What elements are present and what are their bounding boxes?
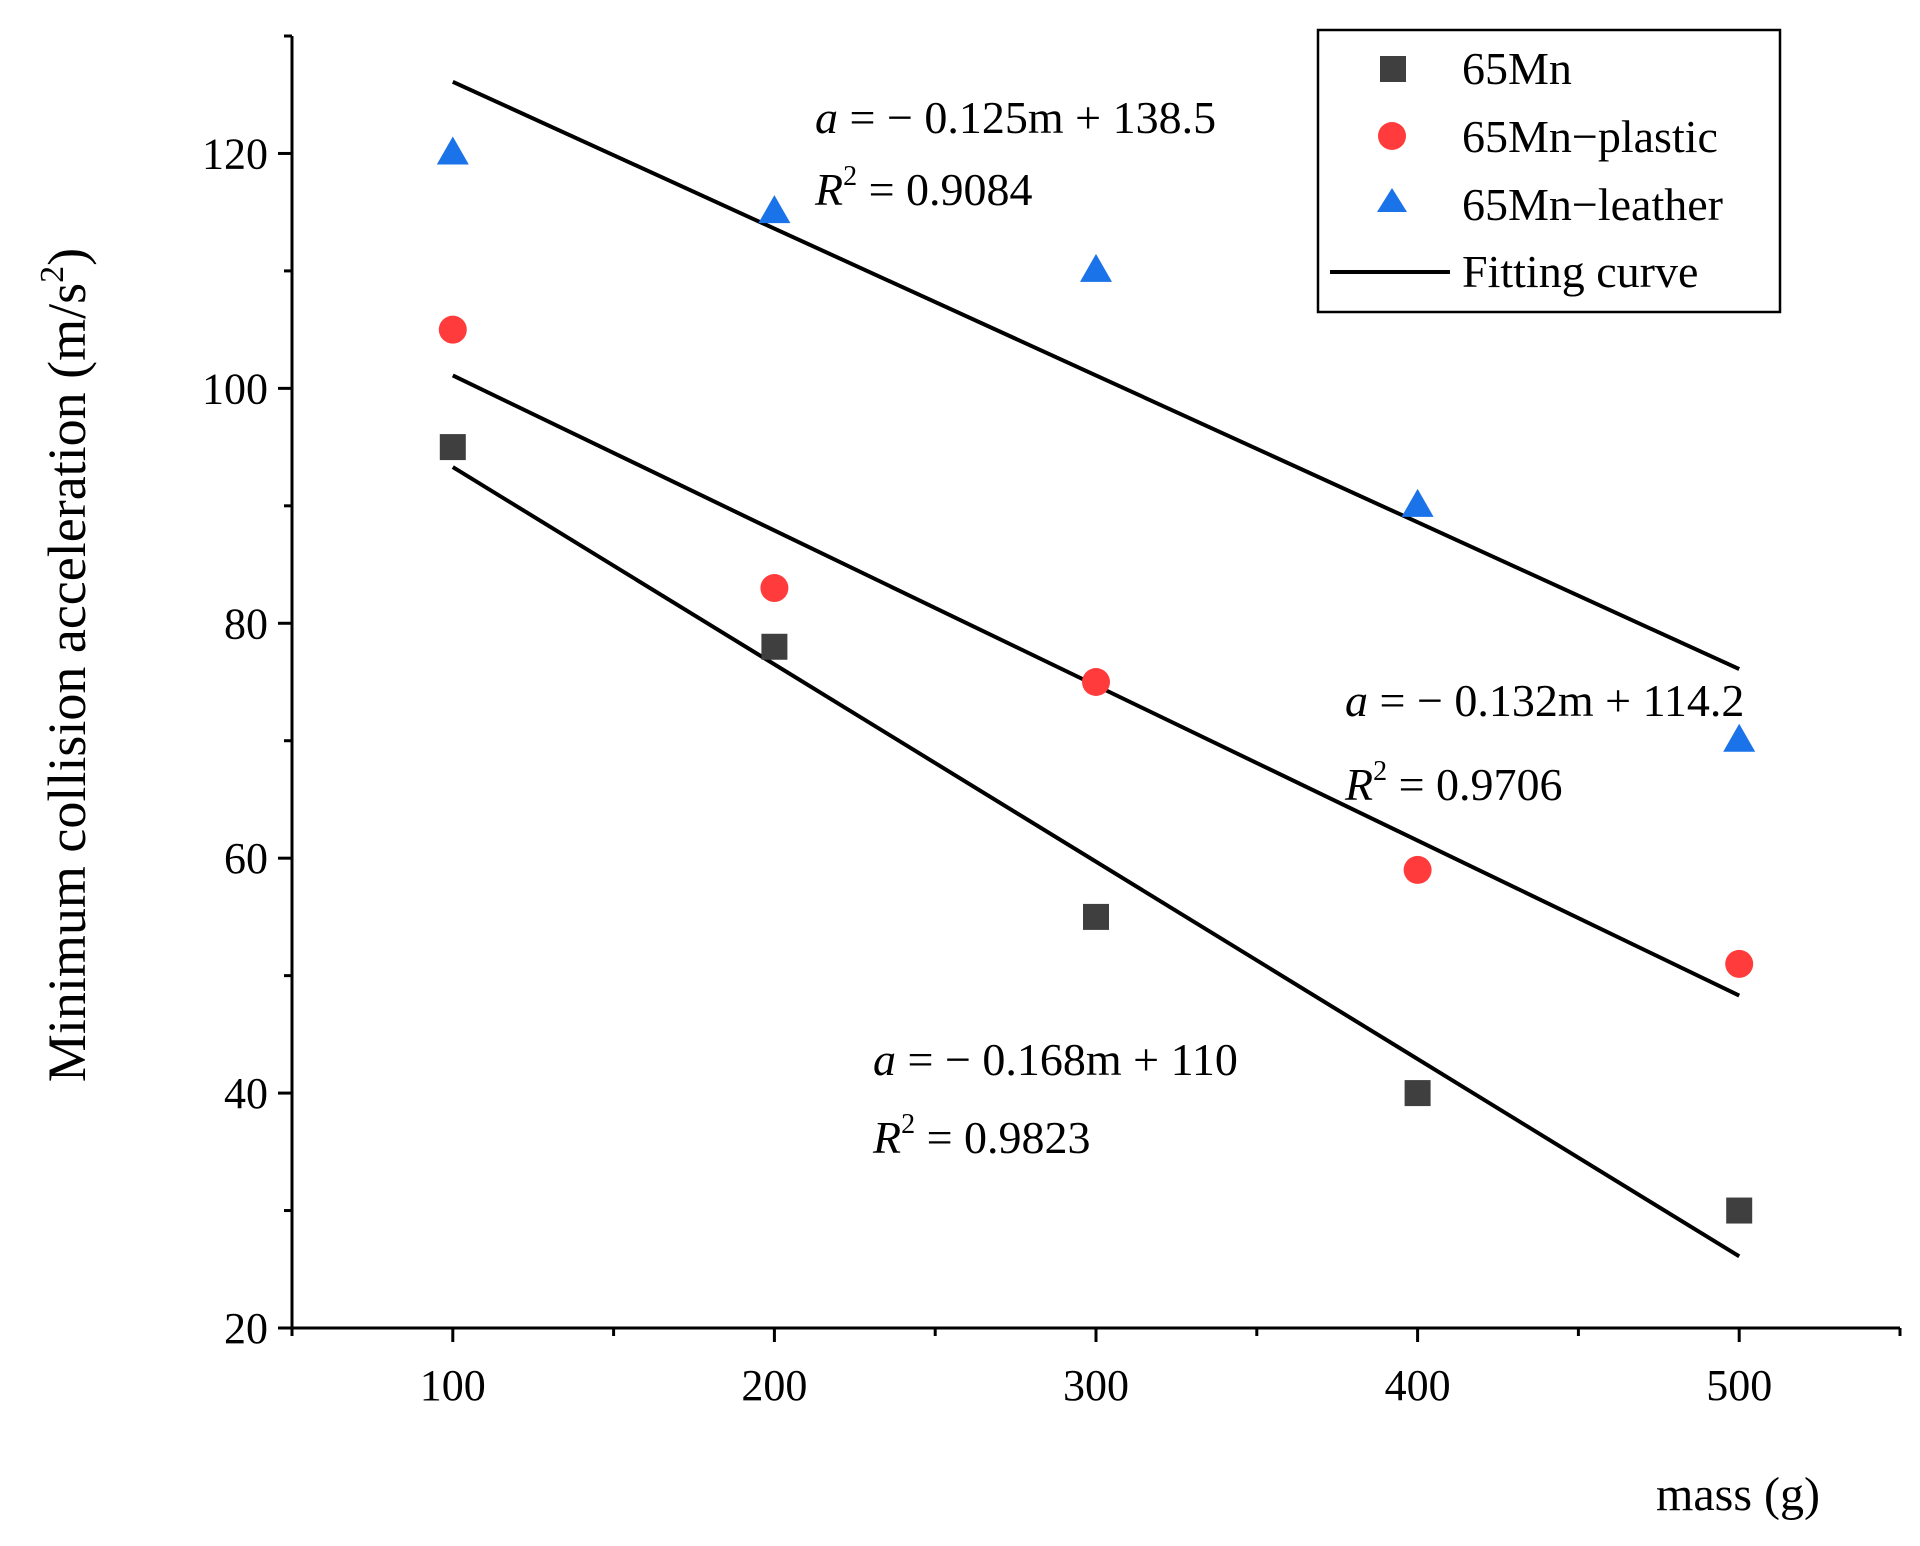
data-point-circle — [1725, 949, 1754, 978]
data-point-triangle — [1723, 723, 1756, 752]
y-tick-label: 80 — [224, 599, 268, 648]
x-tick-label: 100 — [420, 1361, 486, 1410]
legend-marker-square — [1380, 56, 1406, 82]
x-tick-label: 400 — [1385, 1361, 1451, 1410]
data-point-triangle — [1401, 488, 1434, 517]
x-tick-label: 500 — [1706, 1361, 1772, 1410]
legend-marker-circle — [1378, 122, 1406, 150]
data-point-circle — [1403, 855, 1432, 884]
fit-line — [451, 79, 1741, 671]
fit-line — [451, 465, 1741, 1259]
fit-r2-plastic: R2 = 0.9706 — [1344, 756, 1563, 810]
y-tick-label: 60 — [224, 834, 268, 883]
data-point-square — [1404, 1080, 1431, 1107]
y-axis-label: Minimum collision acceleration (m/s2) — [34, 248, 97, 1082]
data-point-square — [761, 633, 788, 660]
data-point-square — [1726, 1197, 1753, 1224]
legend: 65Mn 65Mn−plastic 65Mn−leather Fitting c… — [1316, 28, 1782, 314]
y-tick-label: 20 — [224, 1304, 268, 1353]
data-points — [436, 136, 1756, 1224]
y-tick-label: 40 — [224, 1069, 268, 1118]
y-tick-label: 100 — [202, 364, 268, 413]
data-point-triangle — [758, 195, 791, 224]
data-point-square — [1083, 903, 1109, 930]
data-point-triangle — [1080, 253, 1112, 282]
legend-label-65mn: 65Mn — [1462, 43, 1572, 94]
fit-equation-65mn: a = − 0.168m + 110 — [873, 1034, 1238, 1085]
fit-equation-leather: a = − 0.125m + 138.5 — [815, 92, 1216, 143]
axes: 20 40 60 80 100 120 100 200 300 400 500 — [202, 34, 1902, 1410]
legend-label-plastic: 65Mn−plastic — [1462, 111, 1718, 162]
legend-label-leather: 65Mn−leather — [1462, 179, 1723, 230]
data-point-square — [439, 434, 466, 461]
x-tick-label: 200 — [741, 1361, 807, 1410]
data-point-circle — [760, 574, 789, 603]
x-tick-label: 300 — [1063, 1361, 1129, 1410]
legend-label-fitting: Fitting curve — [1462, 246, 1698, 297]
data-point-circle — [1082, 668, 1110, 696]
legend-marker-triangle — [1377, 188, 1407, 212]
data-point-circle — [438, 315, 467, 344]
x-axis-label: mass (g) — [1656, 1468, 1820, 1521]
fit-equation-plastic: a = − 0.132m + 114.2 — [1345, 675, 1744, 726]
fit-r2-65mn: R2 = 0.9823 — [872, 1109, 1091, 1163]
fit-r2-leather: R2 = 0.9084 — [814, 161, 1033, 215]
data-point-triangle — [436, 136, 469, 165]
y-tick-label: 120 — [202, 129, 268, 178]
